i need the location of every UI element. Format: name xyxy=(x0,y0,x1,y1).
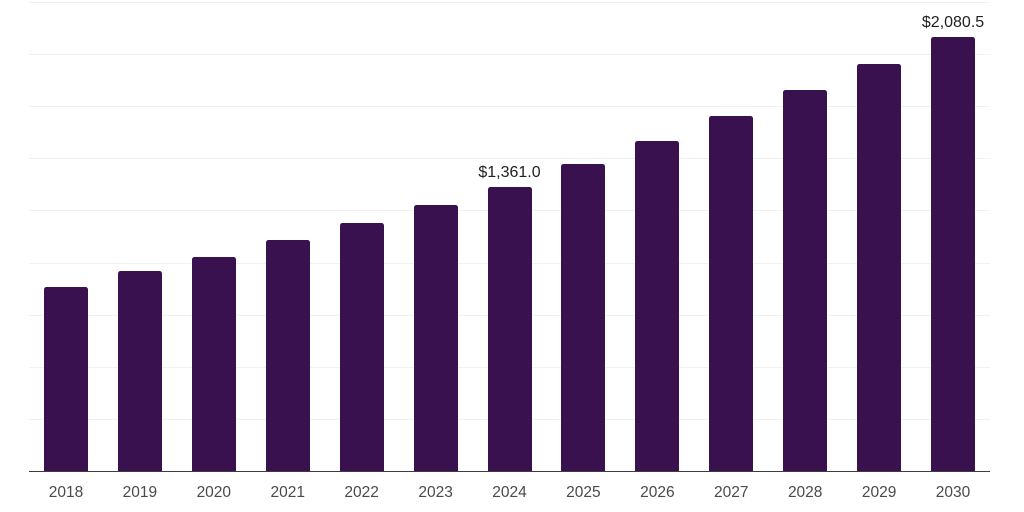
bar-2024 xyxy=(487,187,532,471)
bar-value-label-2030: $2,080.5 xyxy=(921,14,985,32)
bar-value-label-2024: $1,361.0 xyxy=(478,164,541,182)
x-tick-label-2020: 2020 xyxy=(196,484,232,501)
x-tick-label-2030: 2030 xyxy=(935,484,971,501)
x-tick-label-2019: 2019 xyxy=(122,484,158,501)
x-tick-label-2022: 2022 xyxy=(344,484,379,501)
gridline xyxy=(29,106,990,108)
bar-2023 xyxy=(413,204,458,471)
x-tick-label-2023: 2023 xyxy=(418,484,453,501)
x-tick-label-2028: 2028 xyxy=(787,484,823,501)
bar-2029 xyxy=(857,64,902,471)
x-tick-label-2025: 2025 xyxy=(566,484,601,501)
bar-2027 xyxy=(709,115,754,471)
gridline xyxy=(29,2,990,3)
x-tick-label-2027: 2027 xyxy=(714,484,749,501)
x-tick-label-2024: 2024 xyxy=(492,484,527,501)
bar-2026 xyxy=(635,141,680,471)
x-tick-label-2026: 2026 xyxy=(640,484,675,501)
x-tick-label-2029: 2029 xyxy=(861,484,897,501)
bar-2021 xyxy=(265,240,310,471)
x-tick-label-2018: 2018 xyxy=(48,484,84,501)
bar-2025 xyxy=(561,163,606,471)
x-tick-label-2021: 2021 xyxy=(270,484,305,501)
bar-2030 xyxy=(931,37,976,471)
bar-2019 xyxy=(117,271,162,471)
plot-area: $1,361.0 $2,080.5 xyxy=(29,2,990,472)
x-axis: 2018 2019 2020 2021 2022 2023 2024 2025 2026 2027… xyxy=(29,482,990,504)
gridline xyxy=(29,54,990,56)
gridline xyxy=(29,158,990,160)
bar-2022 xyxy=(339,223,384,471)
bar-2018 xyxy=(43,286,88,471)
bar-2020 xyxy=(191,256,236,471)
bar-2028 xyxy=(783,89,828,471)
